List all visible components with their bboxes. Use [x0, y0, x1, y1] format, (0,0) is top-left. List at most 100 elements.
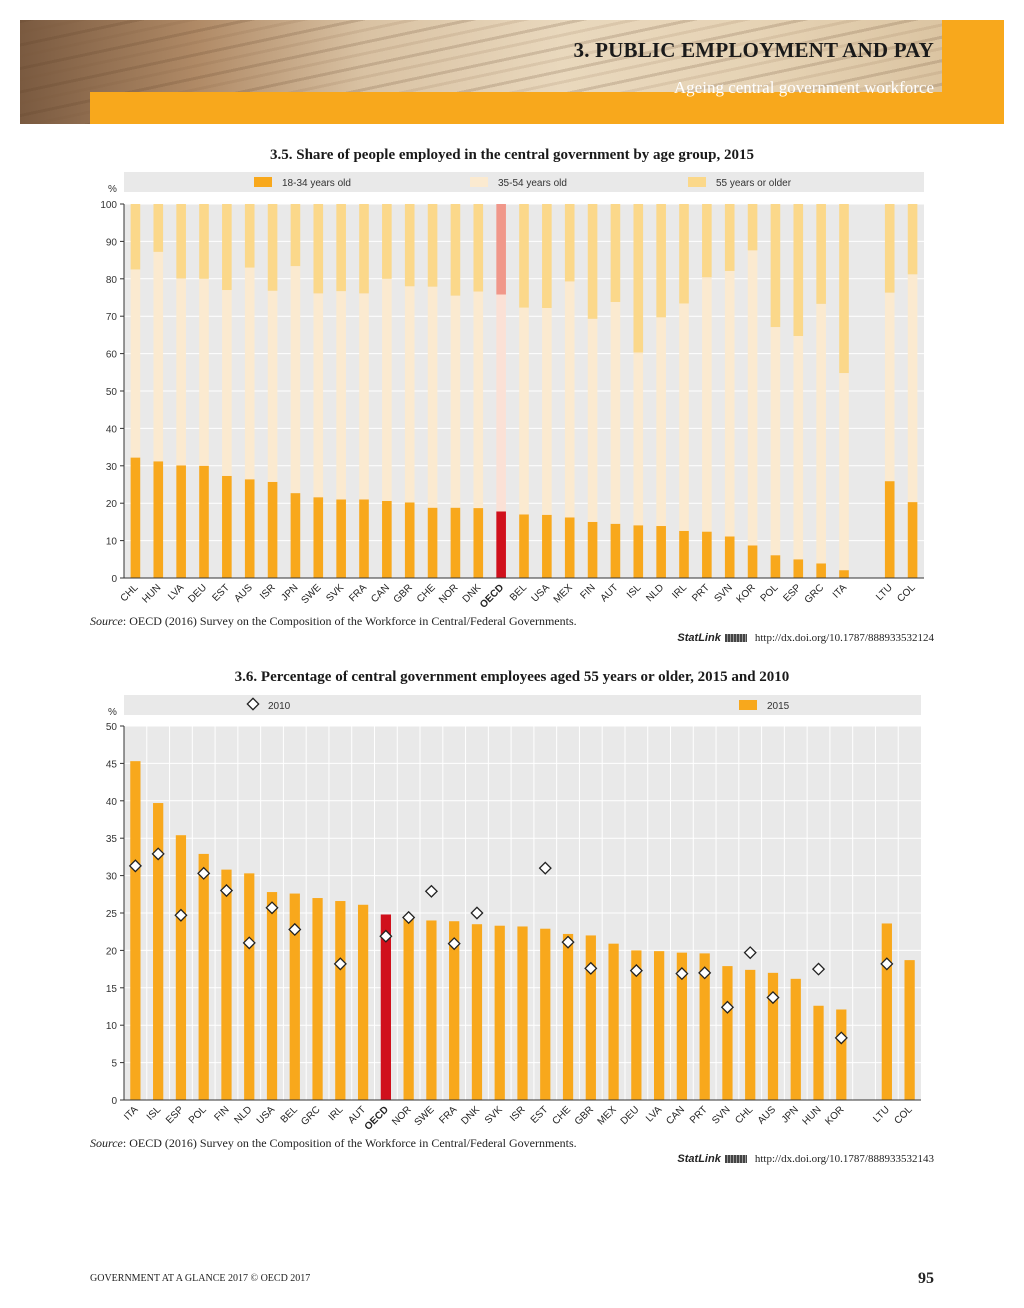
- x-tick-label: DNK: [459, 1104, 482, 1127]
- bar-2015: [403, 916, 414, 1100]
- bar-35-54: [176, 278, 186, 466]
- y-tick-label: 80: [106, 275, 118, 286]
- x-tick-label: ISL: [625, 582, 644, 601]
- bar-2015: [153, 803, 164, 1100]
- x-tick-label: HUN: [801, 1104, 824, 1127]
- x-tick-label: FIN: [579, 582, 598, 601]
- bar-35-54: [770, 327, 781, 556]
- bar-55-plus: [244, 204, 255, 268]
- figure1-chart: 18-34 years old 35-54 years old 55 years o…: [100, 172, 924, 608]
- bar-18-34: [473, 508, 484, 578]
- x-tick-label: ITA: [831, 582, 849, 600]
- x-tick-label: ESP: [164, 1104, 186, 1126]
- figure1-source-text: : OECD (2016) Survey on the Composition …: [122, 614, 577, 628]
- bar-55-plus: [450, 204, 461, 296]
- bar-18-34: [313, 497, 324, 578]
- bar-35-54: [496, 294, 506, 512]
- x-tick-label: ISR: [258, 582, 278, 602]
- y-tick-label: 90: [106, 237, 118, 248]
- x-tick-label: GRC: [299, 1104, 323, 1128]
- bar-55-plus: [793, 204, 804, 337]
- x-tick-label: CAN: [369, 582, 392, 605]
- marker-2010: [470, 906, 484, 920]
- bar-35-54: [610, 301, 621, 524]
- x-tick-label: AUS: [756, 1104, 779, 1127]
- bar-55-plus: [564, 204, 575, 282]
- x-tick-label: GBR: [392, 582, 415, 605]
- y-tick-label: 45: [106, 759, 118, 770]
- header-banner: [20, 20, 1004, 124]
- x-tick-label: EST: [529, 1104, 551, 1126]
- bar-18-34: [587, 521, 598, 578]
- marker-2010: [538, 861, 552, 875]
- bar-2015: [289, 893, 300, 1100]
- marker-2010: [766, 990, 780, 1005]
- bar-35-54: [199, 278, 209, 466]
- y-tick-label: 10: [106, 537, 118, 548]
- bar-35-54: [359, 293, 369, 500]
- y-tick-label: 15: [106, 984, 118, 995]
- legend-background: [124, 172, 924, 192]
- bar-18-34: [290, 493, 301, 578]
- x-tick-label: BEL: [508, 582, 529, 603]
- marker-2010: [698, 966, 712, 980]
- bar-35-54: [313, 293, 324, 498]
- x-tick-label: LTU: [871, 1104, 892, 1125]
- marker-2010: [743, 946, 757, 960]
- x-tick-label: DEU: [619, 1104, 642, 1127]
- bar-55-plus: [816, 204, 826, 304]
- legend-swatch-marker: [246, 697, 260, 711]
- bar-35-54: [130, 269, 141, 458]
- bar-18-34: [656, 526, 666, 578]
- bar-55-plus: [404, 204, 415, 287]
- bar-2015: [312, 898, 323, 1100]
- x-tick-label: ESP: [781, 582, 803, 604]
- bar-18-34: [747, 545, 758, 578]
- bar-18-34: [199, 465, 209, 578]
- bar-55-plus: [610, 204, 621, 302]
- bar-35-54: [702, 277, 712, 532]
- figure1-statlink-url[interactable]: http://dx.doi.org/10.1787/888933532124: [754, 632, 934, 644]
- x-tick-label: FRA: [437, 1104, 459, 1126]
- y-tick-label: 30: [106, 872, 118, 883]
- figure1-statlink[interactable]: StatLink http://dx.doi.org/10.1787/888933…: [677, 632, 934, 644]
- legend-swatch: [470, 177, 488, 187]
- bar-35-54: [519, 307, 529, 515]
- bar-55-plus: [427, 204, 438, 287]
- bar-18-34: [496, 511, 506, 578]
- bar-18-34: [336, 499, 346, 578]
- figure2-statlink[interactable]: StatLink http://dx.doi.org/10.1787/888933…: [677, 1153, 934, 1165]
- bar-18-34: [724, 536, 735, 578]
- figure2-source-label: Source: [90, 1136, 123, 1150]
- bar-2015: [562, 933, 574, 1100]
- bar-2015: [449, 921, 460, 1100]
- figure2-statlink-url[interactable]: http://dx.doi.org/10.1787/888933532143: [754, 1153, 934, 1165]
- x-tick-label: CHL: [733, 1104, 755, 1126]
- marker-2010: [333, 957, 347, 971]
- bar-35-54: [382, 278, 392, 501]
- bar-55-plus: [587, 204, 598, 319]
- bar-55-plus: [656, 204, 666, 318]
- bar-35-54: [336, 291, 346, 500]
- bar-18-34: [633, 525, 644, 578]
- bar-18-34: [404, 502, 415, 578]
- bar-35-54: [839, 373, 849, 571]
- x-tick-label: AUT: [599, 582, 621, 604]
- bar-2015: [585, 935, 596, 1100]
- x-tick-label: GBR: [573, 1104, 596, 1127]
- bar-18-34: [427, 507, 438, 578]
- marker-2010: [584, 961, 598, 975]
- bar-55-plus: [382, 204, 392, 279]
- x-tick-label: SVN: [710, 1104, 732, 1126]
- statlink-label: StatLink: [677, 632, 721, 644]
- bar-18-34: [884, 481, 895, 578]
- marker-2010: [834, 1031, 848, 1045]
- x-tick-label: OECD: [363, 1104, 391, 1132]
- bar-35-54: [222, 290, 232, 476]
- statlink-label: StatLink: [677, 1153, 721, 1165]
- bar-2015: [198, 853, 209, 1100]
- bar-35-54: [404, 286, 415, 503]
- y-tick-label: 10: [106, 1021, 118, 1032]
- legend-label: 55 years or older: [716, 178, 792, 189]
- bar-35-54: [244, 267, 255, 480]
